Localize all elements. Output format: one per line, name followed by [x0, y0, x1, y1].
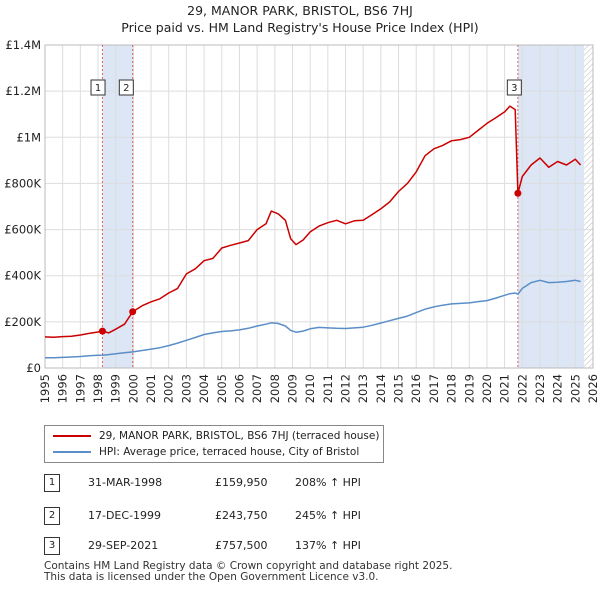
transaction-price: £243,750 — [215, 509, 268, 522]
transaction-number: 2 — [44, 507, 60, 525]
x-tick-label: 2014 — [374, 374, 388, 403]
sale-number-box — [90, 79, 106, 96]
x-tick-label: 2009 — [285, 374, 299, 403]
legend-swatch-hpi — [53, 451, 91, 453]
plot-area — [45, 45, 593, 368]
y-tick-label: £400K — [4, 269, 41, 283]
x-tick-label: 2007 — [250, 374, 264, 403]
shaded-span — [102, 45, 133, 368]
x-tick-label: 2016 — [409, 374, 423, 403]
x-tick-label: 2002 — [162, 374, 176, 403]
x-tick-label: 2019 — [462, 374, 476, 403]
chart-subtitle: Price paid vs. HM Land Registry's House … — [121, 20, 479, 35]
legend-item-price: 29, MANOR PARK, BRISTOL, BS6 7HJ (terrac… — [53, 428, 379, 444]
transaction-hpi-change: 245% ↑ HPI — [295, 509, 361, 522]
transaction-date: 17-DEC-1999 — [88, 509, 162, 522]
sale-number-box — [506, 79, 522, 96]
x-tick-label: 1995 — [38, 374, 52, 403]
transaction-number: 1 — [44, 474, 60, 492]
y-tick-label: £200K — [4, 315, 41, 329]
plot-frame — [44, 44, 594, 369]
footer-license: This data is licensed under the Open Gov… — [44, 571, 379, 583]
x-tick-label: 2006 — [232, 374, 246, 403]
x-tick-label: 2003 — [179, 374, 193, 403]
x-tick-label: 2010 — [303, 374, 317, 403]
y-tick-label: £600K — [4, 223, 41, 237]
x-tick-label: 1996 — [56, 374, 70, 403]
sale-point — [129, 308, 137, 316]
transaction-number: 3 — [44, 537, 60, 555]
footer: Contains HM Land Registry data © Crown c… — [44, 561, 452, 583]
footer-copyright: Contains HM Land Registry data © Crown c… — [44, 560, 453, 572]
legend-swatch-price — [53, 435, 91, 437]
x-tick-label: 2025 — [568, 374, 582, 403]
transaction-date: 31-MAR-1998 — [88, 476, 163, 489]
x-tick-label: 2026 — [586, 374, 600, 403]
x-tick-label: 1998 — [91, 374, 105, 403]
y-tick-label: £800K — [4, 176, 41, 190]
transaction-price: £757,500 — [215, 539, 268, 552]
sale-number-label: 1 — [95, 83, 101, 94]
x-tick-label: 1999 — [109, 374, 123, 403]
x-tick-label: 2023 — [533, 374, 547, 403]
price-chart: £0 £200K £400K £600K £800K £1M £1.2M £1.4M 1995 1… — [4, 38, 600, 403]
y-tick-label: £0 — [26, 361, 41, 375]
x-tick-label: 2020 — [480, 374, 494, 403]
transaction-price: £159,950 — [215, 476, 268, 489]
x-tick-label: 2021 — [498, 374, 512, 403]
x-tick-label: 2013 — [356, 374, 370, 403]
shaded-span — [517, 45, 585, 368]
transaction-date: 29-SEP-2021 — [88, 539, 159, 552]
x-tick-label: 1997 — [73, 374, 87, 403]
x-tick-label: 2017 — [427, 374, 441, 403]
hpi-line — [44, 279, 581, 359]
x-tick-label: 2011 — [321, 374, 335, 403]
sale-number-label: 3 — [511, 83, 517, 94]
sale-point — [514, 189, 522, 197]
transaction-hpi-change: 137% ↑ HPI — [295, 539, 361, 552]
x-tick-label: 2022 — [515, 374, 529, 403]
x-tick-label: 2018 — [445, 374, 459, 403]
forecast-hatch — [584, 45, 593, 368]
y-tick-label: £1.4M — [5, 38, 41, 52]
x-tick-label: 2015 — [392, 374, 406, 403]
y-tick-label: £1M — [16, 130, 41, 144]
legend-label-price: 29, MANOR PARK, BRISTOL, BS6 7HJ (terrac… — [99, 430, 380, 442]
x-tick-label: 2000 — [126, 374, 140, 403]
sale-point — [98, 327, 106, 335]
y-tick-label: £1.2M — [5, 84, 41, 98]
x-tick-label: 2004 — [197, 374, 211, 403]
x-tick-label: 2024 — [551, 374, 565, 403]
chart-title: 29, MANOR PARK, BRISTOL, BS6 7HJ — [187, 3, 413, 18]
transaction-row: 2 17-DEC-1999 £243,750 245% ↑ HPI — [0, 505, 600, 527]
x-tick-label: 2008 — [268, 374, 282, 403]
sale-number-label: 2 — [123, 83, 129, 94]
sale-number-box — [118, 79, 134, 96]
legend-item-hpi: HPI: Average price, terraced house, City… — [53, 444, 359, 460]
legend-label-hpi: HPI: Average price, terraced house, City… — [99, 446, 360, 458]
x-tick-label: 2001 — [144, 374, 158, 403]
x-tick-label: 2012 — [339, 374, 353, 403]
transaction-row: 1 31-MAR-1998 £159,950 208% ↑ HPI — [0, 472, 600, 494]
legend: 29, MANOR PARK, BRISTOL, BS6 7HJ (terrac… — [44, 425, 384, 463]
x-tick-label: 2005 — [215, 374, 229, 403]
transaction-row: 3 29-SEP-2021 £757,500 137% ↑ HPI — [0, 535, 600, 557]
transaction-hpi-change: 208% ↑ HPI — [295, 476, 361, 489]
